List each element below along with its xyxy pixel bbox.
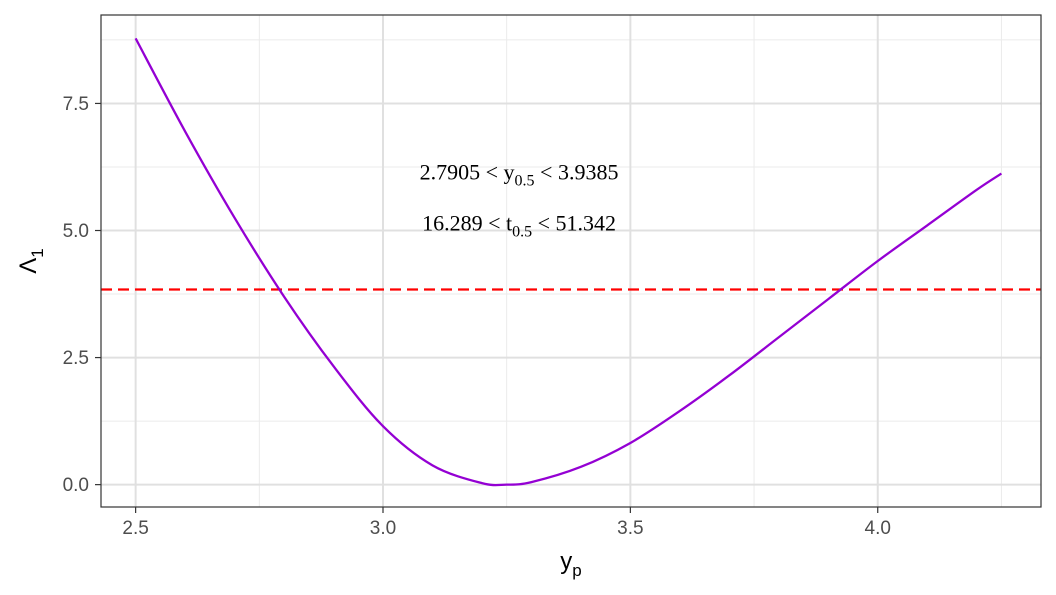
- y-axis-title-main: Λ: [15, 258, 42, 274]
- y-tick-label: 2.5: [63, 348, 89, 369]
- y-tick-label: 5.0: [63, 221, 89, 242]
- x-axis-title-main: y: [560, 548, 572, 575]
- x-tick-label: 3.5: [617, 518, 643, 539]
- y-axis: 0.0 2.5 5.0 7.5: [63, 94, 101, 496]
- annotation-subscript: 0.5: [515, 173, 535, 190]
- annotation-text: 2.7905 < y: [420, 160, 515, 185]
- x-tick-label: 4.0: [865, 518, 891, 539]
- annotation-subscript: 0.5: [512, 224, 532, 241]
- annotation-label: 2.7905 < y0.5 < 3.9385: [420, 160, 619, 190]
- y-tick-label: 0.0: [63, 475, 89, 496]
- y-tick-label: 7.5: [63, 94, 89, 115]
- grid-minor: [101, 15, 1041, 507]
- x-axis-title: yp: [560, 548, 581, 580]
- x-axis: 2.5 3.0 3.5 4.0: [122, 507, 891, 539]
- y-axis-title: Λ1: [15, 248, 47, 274]
- series-line: [134, 37, 1003, 487]
- annotation-text: < 51.342: [532, 211, 616, 236]
- series-layer: [101, 37, 1041, 487]
- annotation-text: 16.289 < t: [422, 211, 512, 236]
- annotation-text: < 3.9385: [535, 160, 619, 185]
- plot-border: [100, 14, 1042, 508]
- x-tick-label: 3.0: [370, 518, 396, 539]
- plot-panel: [101, 15, 1041, 507]
- y-axis-title-subscript: 1: [28, 248, 47, 257]
- x-tick-label: 2.5: [122, 518, 148, 539]
- annotation-label: 16.289 < t0.5 < 51.342: [422, 211, 616, 241]
- x-axis-title-subscript: p: [572, 561, 581, 580]
